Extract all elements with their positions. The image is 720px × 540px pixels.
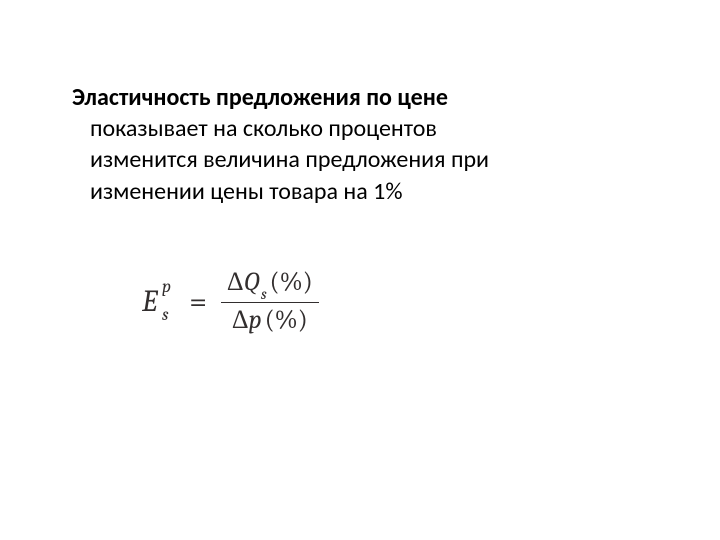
formula-block: E p s = ΔQs(%) Δp(%) [142,265,648,338]
var-p: p [249,305,262,335]
definition-body: показывает на сколько процентов изменитс… [72,113,648,207]
equals-sign: = [189,283,207,320]
denominator: Δp(%) [226,303,314,337]
definition-paragraph: Эластичность предложения по цене показыв… [72,82,648,207]
numerator: ΔQs(%) [221,265,319,302]
symbol-e: E [142,284,157,319]
var-q: Q [244,267,260,297]
definition-line2: показывает на сколько процентов [90,114,437,143]
slide-content: Эластичность предложения по цене показыв… [72,82,648,337]
delta-q: Δ [227,267,244,297]
sub-q-s: s [261,285,267,303]
elasticity-formula: E p s = ΔQs(%) Δp(%) [142,265,319,338]
den-percent: (%) [265,305,308,335]
formula-lhs: E p s [142,284,157,319]
superscript-p: p [162,276,171,297]
delta-p: Δ [232,305,249,335]
fraction: ΔQs(%) Δp(%) [221,265,319,338]
definition-title: Эластичность предложения по цене [72,83,448,112]
num-percent: (%) [270,267,313,297]
subscript-s: s [162,304,169,325]
definition-line3: изменится величина предложения при [90,145,489,174]
definition-line4: изменении цены товара на 1% [90,177,403,206]
